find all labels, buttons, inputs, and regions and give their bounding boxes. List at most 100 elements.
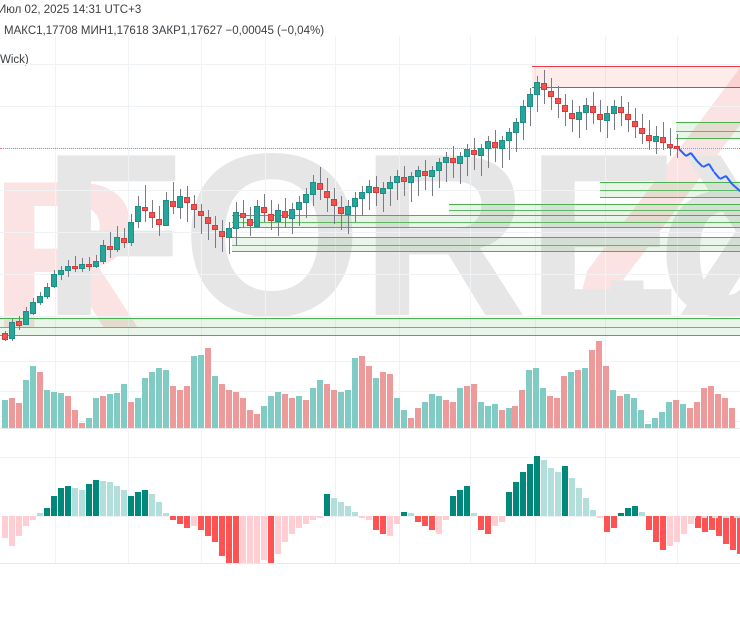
candle-body [170, 201, 176, 207]
candle-body [9, 322, 15, 339]
candle-body [394, 176, 400, 183]
candle-body [212, 225, 218, 230]
candle-wick [368, 180, 370, 210]
candle-wick [417, 166, 419, 196]
candle-wick [606, 106, 608, 138]
candle-body [30, 302, 36, 314]
candle-body [534, 82, 540, 95]
candle-wick [613, 100, 615, 130]
candle-body [240, 213, 246, 218]
macd-panel[interactable] [0, 441, 740, 563]
volume-bar [708, 386, 714, 428]
volume-bar [582, 368, 588, 428]
volume-bar [352, 358, 358, 428]
candle-body [471, 150, 477, 155]
gridline-horizontal [0, 457, 740, 458]
volume-bar [680, 404, 686, 428]
macd-histogram-bar [149, 494, 155, 516]
volume-bar [722, 398, 728, 428]
candle-body [156, 219, 162, 225]
macd-histogram-bar [72, 488, 78, 516]
volume-bar [324, 384, 330, 428]
volume-bar [156, 368, 162, 428]
macd-histogram-bar [534, 456, 540, 516]
candle-body [16, 321, 22, 326]
volume-bar [471, 384, 477, 428]
macd-histogram-bar [590, 510, 596, 516]
candle-wick [207, 210, 209, 240]
candle-body [618, 107, 624, 113]
volume-panel[interactable] [0, 341, 740, 441]
volume-bar [93, 398, 99, 428]
gridline-horizontal [0, 316, 740, 317]
macd-histogram-bar [688, 516, 694, 524]
candle-wick [501, 136, 503, 168]
volume-bar [547, 396, 553, 428]
candle-wick [578, 106, 580, 138]
gridline-vertical [265, 441, 266, 563]
support-zone-midline [232, 244, 740, 246]
gridline-vertical [55, 36, 56, 341]
volume-bar [205, 348, 211, 428]
macd-histogram-bar [37, 513, 43, 516]
macd-histogram-bar [296, 516, 302, 528]
candle-body [338, 207, 344, 214]
volume-bar [142, 378, 148, 428]
macd-histogram-bar [702, 516, 708, 532]
gridline-vertical [201, 36, 202, 341]
macd-histogram-bar [212, 516, 218, 542]
gridline-vertical [399, 441, 400, 563]
macd-histogram-bar [205, 516, 211, 536]
candle-body [135, 206, 141, 222]
macd-zero-dashed [690, 516, 740, 518]
macd-histogram-bar [548, 468, 554, 516]
macd-histogram-bar [345, 506, 351, 516]
macd-histogram-bar [268, 516, 274, 563]
candle-wick [214, 216, 216, 248]
volume-bar [645, 424, 651, 428]
macd-histogram-bar [233, 516, 239, 563]
macd-histogram-bar [128, 496, 134, 516]
macd-histogram-bar [23, 516, 29, 526]
resistance-zone [532, 66, 740, 88]
volume-bar [373, 378, 379, 428]
candle-wick [410, 172, 412, 202]
gridline-vertical [470, 441, 471, 563]
volume-bar [666, 402, 672, 428]
volume-bar [464, 386, 470, 428]
candle-body [58, 270, 64, 275]
support-zone-midline [232, 221, 740, 223]
support-zone-midline [676, 130, 740, 132]
macd-histogram-bar [44, 508, 50, 516]
price-level-line [0, 148, 740, 149]
macd-histogram-bar [478, 516, 484, 530]
time-axis[interactable] [0, 563, 740, 621]
volume-bar [443, 400, 449, 428]
candle-wick [662, 122, 664, 150]
macd-histogram-bar [499, 516, 505, 522]
volume-bar [317, 380, 323, 428]
macd-histogram-bar [681, 516, 687, 534]
macd-histogram-bar [156, 502, 162, 516]
candle-body [352, 198, 358, 207]
price-panel[interactable] [0, 36, 740, 341]
macd-histogram-bar [583, 498, 589, 516]
candle-body [65, 266, 71, 271]
volume-bar [589, 350, 595, 428]
candle-body [324, 191, 330, 198]
candle-body [121, 238, 127, 243]
candle-wick [445, 152, 447, 182]
volume-bar [624, 394, 630, 428]
macd-histogram-bar [562, 466, 568, 516]
volume-baseline [0, 428, 740, 429]
candle-body [527, 94, 533, 107]
macd-histogram-bar [520, 472, 526, 516]
volume-bar [701, 388, 707, 428]
macd-histogram-bar [135, 492, 141, 516]
macd-histogram-bar [646, 516, 652, 530]
candle-body [345, 206, 351, 215]
macd-histogram-bar [254, 516, 260, 563]
gridline-vertical [201, 441, 202, 563]
volume-bar [310, 388, 316, 428]
macd-histogram-bar [275, 516, 281, 554]
